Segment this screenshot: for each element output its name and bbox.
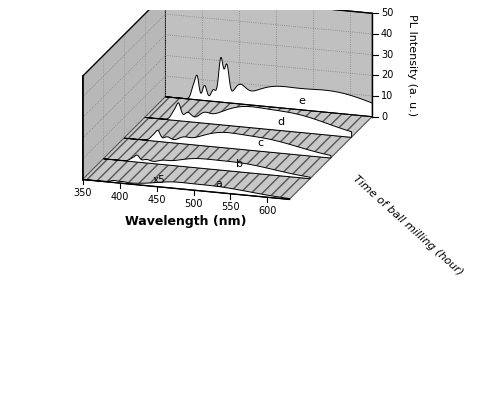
Text: 10: 10 <box>381 91 394 101</box>
Text: a: a <box>216 179 222 189</box>
Text: 40: 40 <box>381 29 394 39</box>
Text: Wavelength (nm): Wavelength (nm) <box>126 215 247 229</box>
Polygon shape <box>124 118 352 158</box>
Polygon shape <box>82 159 310 199</box>
Polygon shape <box>145 97 372 137</box>
Polygon shape <box>166 0 372 117</box>
Text: c: c <box>257 138 263 148</box>
Text: 500: 500 <box>184 199 203 209</box>
Text: 30: 30 <box>381 50 394 60</box>
Text: Time of ball milling (hour): Time of ball milling (hour) <box>351 174 465 278</box>
Polygon shape <box>124 130 331 158</box>
Text: 350: 350 <box>74 188 92 198</box>
Polygon shape <box>82 180 290 199</box>
Text: PL Intensity (a. u.): PL Intensity (a. u.) <box>407 14 417 116</box>
Text: 550: 550 <box>221 203 240 212</box>
Polygon shape <box>104 155 310 179</box>
Polygon shape <box>166 58 372 117</box>
Text: d: d <box>278 117 285 127</box>
Polygon shape <box>82 0 166 180</box>
Text: e: e <box>298 97 306 106</box>
Text: 20: 20 <box>381 70 394 80</box>
Text: b: b <box>236 159 244 169</box>
Polygon shape <box>145 103 352 137</box>
Text: 50: 50 <box>381 8 394 18</box>
Text: 400: 400 <box>110 192 129 202</box>
Polygon shape <box>104 138 331 179</box>
Text: 450: 450 <box>148 195 166 206</box>
Text: x5: x5 <box>153 175 166 185</box>
Text: 0: 0 <box>381 112 387 122</box>
Text: 600: 600 <box>258 206 276 216</box>
